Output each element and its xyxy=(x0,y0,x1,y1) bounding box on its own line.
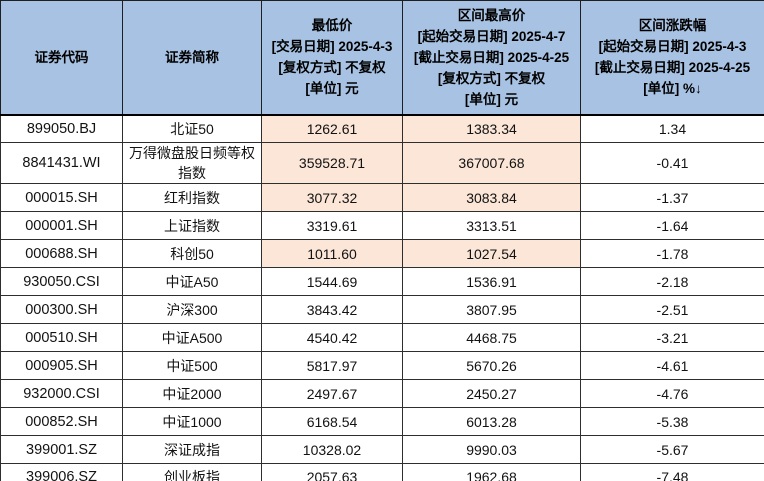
cell-interval-change[interactable]: -1.37 xyxy=(580,183,764,212)
cell-interval-high[interactable]: 1027.54 xyxy=(402,239,581,268)
cell-security-name[interactable]: 北证50 xyxy=(122,114,262,143)
table-row: 899050.BJ 北证50 1262.61 1383.34 1.34 xyxy=(0,114,764,143)
cell-interval-high[interactable]: 2450.27 xyxy=(402,379,581,408)
table-row: 000300.SH 沪深300 3843.42 3807.95 -2.51 xyxy=(0,295,764,324)
header-row: 证券代码 证券简称 最低价 [交易日期] 2025-4-3 [复权方式] 不复权… xyxy=(0,0,764,116)
cell-interval-high[interactable]: 6013.28 xyxy=(402,407,581,436)
cell-security-name[interactable]: 中证2000 xyxy=(122,379,262,408)
cell-security-code[interactable]: 000905.SH xyxy=(0,351,123,380)
cell-security-code[interactable]: 000001.SH xyxy=(0,211,123,240)
cell-security-name[interactable]: 科创50 xyxy=(122,239,262,268)
table-row: 000510.SH 中证A500 4540.42 4468.75 -3.21 xyxy=(0,323,764,352)
header-security-name[interactable]: 证券简称 xyxy=(122,0,262,116)
cell-security-name[interactable]: 上证指数 xyxy=(122,211,262,240)
cell-lowest-price[interactable]: 1011.60 xyxy=(261,239,403,268)
cell-security-name[interactable]: 万得微盘股日频等权指数 xyxy=(122,142,262,184)
cell-lowest-price[interactable]: 2057.63 xyxy=(261,463,403,481)
cell-security-name[interactable]: 中证A500 xyxy=(122,323,262,352)
cell-interval-high[interactable]: 1383.34 xyxy=(402,114,581,143)
cell-interval-high[interactable]: 3313.51 xyxy=(402,211,581,240)
cell-security-name[interactable]: 沪深300 xyxy=(122,295,262,324)
table-row: 932000.CSI 中证2000 2497.67 2450.27 -4.76 xyxy=(0,379,764,408)
table-row: 930050.CSI 中证A50 1544.69 1536.91 -2.18 xyxy=(0,267,764,296)
cell-security-code[interactable]: 000688.SH xyxy=(0,239,123,268)
cell-security-code[interactable]: 930050.CSI xyxy=(0,267,123,296)
header-security-code[interactable]: 证券代码 xyxy=(0,0,123,116)
cell-interval-change[interactable]: -7.48 xyxy=(580,463,764,481)
cell-interval-change[interactable]: -5.67 xyxy=(580,435,764,464)
cell-security-name[interactable]: 中证500 xyxy=(122,351,262,380)
cell-security-code[interactable]: 000852.SH xyxy=(0,407,123,436)
cell-security-name[interactable]: 深证成指 xyxy=(122,435,262,464)
cell-lowest-price[interactable]: 1262.61 xyxy=(261,114,403,143)
table-header: 证券代码 证券简称 最低价 [交易日期] 2025-4-3 [复权方式] 不复权… xyxy=(0,0,764,116)
header-lowest-price[interactable]: 最低价 [交易日期] 2025-4-3 [复权方式] 不复权 [单位] 元 xyxy=(261,0,403,116)
cell-interval-high[interactable]: 5670.26 xyxy=(402,351,581,380)
cell-security-code[interactable]: 000300.SH xyxy=(0,295,123,324)
cell-interval-high[interactable]: 1536.91 xyxy=(402,267,581,296)
cell-security-code[interactable]: 000510.SH xyxy=(0,323,123,352)
cell-lowest-price[interactable]: 359528.71 xyxy=(261,142,403,184)
table-row: 000015.SH 红利指数 3077.32 3083.84 -1.37 xyxy=(0,183,764,212)
cell-interval-high[interactable]: 3807.95 xyxy=(402,295,581,324)
cell-lowest-price[interactable]: 2497.67 xyxy=(261,379,403,408)
cell-interval-change[interactable]: -5.38 xyxy=(580,407,764,436)
cell-interval-high[interactable]: 9990.03 xyxy=(402,435,581,464)
table-body: 899050.BJ 北证50 1262.61 1383.34 1.34 8841… xyxy=(0,114,764,481)
cell-lowest-price[interactable]: 3319.61 xyxy=(261,211,403,240)
cell-interval-change[interactable]: 1.34 xyxy=(580,114,764,143)
cell-interval-high[interactable]: 4468.75 xyxy=(402,323,581,352)
table-row: 000001.SH 上证指数 3319.61 3313.51 -1.64 xyxy=(0,211,764,240)
cell-security-name[interactable]: 创业板指 xyxy=(122,463,262,481)
cell-interval-change[interactable]: -4.61 xyxy=(580,351,764,380)
header-interval-high[interactable]: 区间最高价 [起始交易日期] 2025-4-7 [截止交易日期] 2025-4-… xyxy=(402,0,581,116)
cell-interval-change[interactable]: -0.41 xyxy=(580,142,764,184)
cell-interval-change[interactable]: -1.78 xyxy=(580,239,764,268)
cell-security-name[interactable]: 红利指数 xyxy=(122,183,262,212)
cell-interval-change[interactable]: -4.76 xyxy=(580,379,764,408)
table-row: 000688.SH 科创50 1011.60 1027.54 -1.78 xyxy=(0,239,764,268)
cell-security-code[interactable]: 932000.CSI xyxy=(0,379,123,408)
table-row: 000905.SH 中证500 5817.97 5670.26 -4.61 xyxy=(0,351,764,380)
cell-interval-change[interactable]: -3.21 xyxy=(580,323,764,352)
cell-security-code[interactable]: 399006.SZ xyxy=(0,463,123,481)
cell-interval-high[interactable]: 367007.68 xyxy=(402,142,581,184)
cell-interval-change[interactable]: -2.18 xyxy=(580,267,764,296)
table-row: 000852.SH 中证1000 6168.54 6013.28 -5.38 xyxy=(0,407,764,436)
table-row: 399001.SZ 深证成指 10328.02 9990.03 -5.67 xyxy=(0,435,764,464)
cell-lowest-price[interactable]: 6168.54 xyxy=(261,407,403,436)
cell-security-name[interactable]: 中证A50 xyxy=(122,267,262,296)
table-row: 399006.SZ 创业板指 2057.63 1962.68 -7.48 xyxy=(0,463,764,481)
cell-interval-high[interactable]: 1962.68 xyxy=(402,463,581,481)
cell-interval-change[interactable]: -1.64 xyxy=(580,211,764,240)
cell-security-code[interactable]: 000015.SH xyxy=(0,183,123,212)
cell-security-name[interactable]: 中证1000 xyxy=(122,407,262,436)
cell-security-code[interactable]: 899050.BJ xyxy=(0,114,123,143)
cell-lowest-price[interactable]: 3077.32 xyxy=(261,183,403,212)
header-interval-change-sorted-desc[interactable]: 区间涨跌幅 [起始交易日期] 2025-4-3 [截止交易日期] 2025-4-… xyxy=(580,0,764,116)
cell-lowest-price[interactable]: 1544.69 xyxy=(261,267,403,296)
cell-lowest-price[interactable]: 3843.42 xyxy=(261,295,403,324)
cell-interval-high[interactable]: 3083.84 xyxy=(402,183,581,212)
cell-lowest-price[interactable]: 10328.02 xyxy=(261,435,403,464)
cell-security-code[interactable]: 8841431.WI xyxy=(0,142,123,184)
table-row: 8841431.WI 万得微盘股日频等权指数 359528.71 367007.… xyxy=(0,142,764,184)
cell-lowest-price[interactable]: 4540.42 xyxy=(261,323,403,352)
cell-interval-change[interactable]: -2.51 xyxy=(580,295,764,324)
cell-security-code[interactable]: 399001.SZ xyxy=(0,435,123,464)
cell-lowest-price[interactable]: 5817.97 xyxy=(261,351,403,380)
